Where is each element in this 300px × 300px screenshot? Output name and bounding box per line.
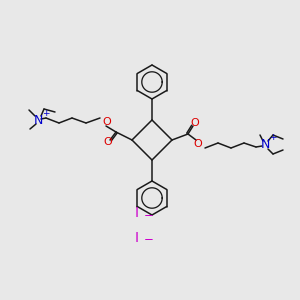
Text: +: +	[269, 134, 277, 142]
Text: +: +	[42, 109, 50, 118]
Text: O: O	[194, 139, 202, 149]
Text: I: I	[135, 206, 139, 220]
Text: I: I	[135, 231, 139, 245]
Text: N: N	[33, 113, 43, 127]
Text: O: O	[103, 137, 112, 147]
Text: O: O	[103, 117, 111, 127]
Text: N: N	[260, 139, 270, 152]
Text: −: −	[144, 208, 154, 221]
Text: −: −	[144, 233, 154, 247]
Text: O: O	[190, 118, 200, 128]
